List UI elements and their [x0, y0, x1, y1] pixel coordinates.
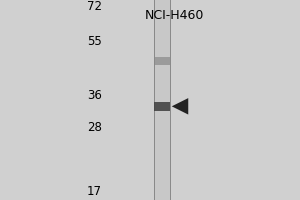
Bar: [154, 57, 170, 65]
Text: 55: 55: [87, 35, 102, 48]
Text: 17: 17: [87, 185, 102, 198]
Text: NCI-H460: NCI-H460: [144, 9, 204, 22]
Text: 36: 36: [87, 89, 102, 102]
Text: 28: 28: [87, 121, 102, 134]
Bar: [154, 102, 170, 111]
Text: 72: 72: [87, 0, 102, 13]
Polygon shape: [172, 98, 188, 115]
Bar: [154, 0, 170, 200]
